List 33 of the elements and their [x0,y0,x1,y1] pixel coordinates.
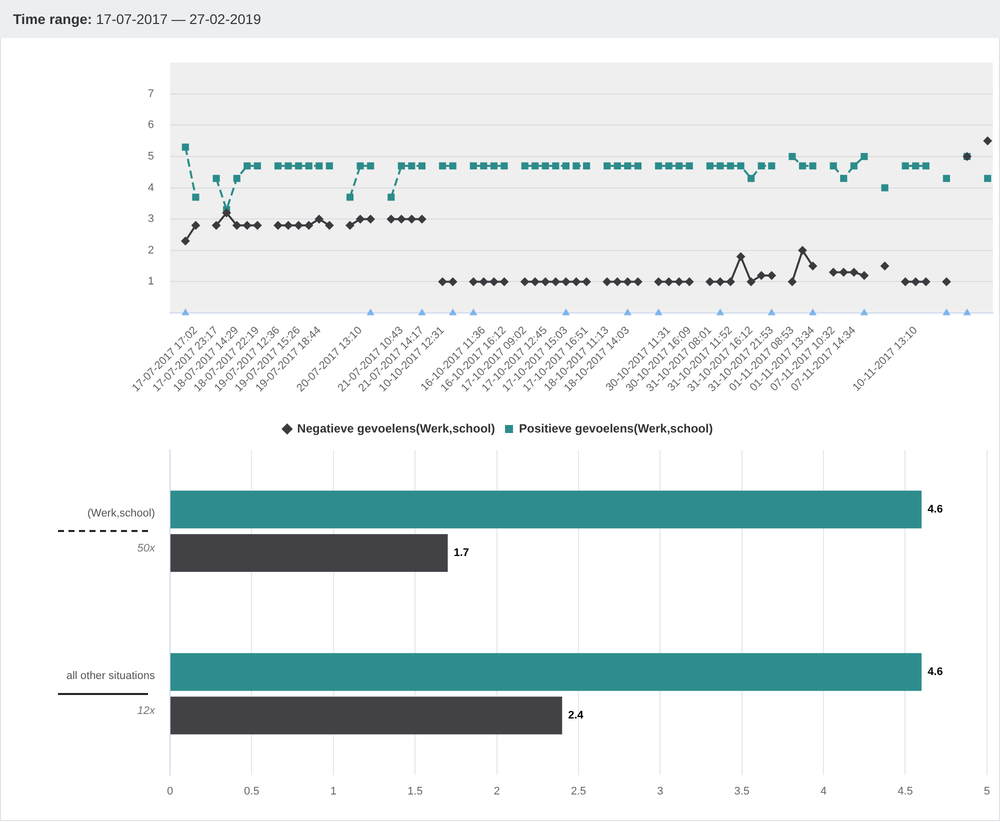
x-tick-label: 0 [166,786,174,798]
x-tick-label: 4 [820,786,827,798]
chart-title: Time range: 17-07-2017 — 27-02-2019 [13,11,262,27]
data-label: 4.6 [928,504,943,516]
x-tick-label: 1.5 [407,786,423,798]
y-tick-label: (Werk,school) [87,507,155,520]
bar [170,490,922,528]
x-tick-label: 5 [984,786,990,798]
data-label: 1.7 [454,547,470,560]
y-tick-label: 6 [148,119,154,132]
y-tick-label: all other situations [66,670,156,682]
x-tick-label: 2.5 [570,786,586,798]
data-label: 4.6 [928,666,943,678]
y-tick-label: 3 [148,213,154,226]
y-tick-label: 2 [148,244,154,256]
y-tick-label: 4 [148,182,154,194]
text: 50x [137,542,156,554]
x-tick-label: 3 [657,786,664,798]
x-tick-label: 3.5 [734,786,750,798]
x-tick-label: 1 [330,786,336,798]
bar [170,534,448,572]
bar [170,696,562,734]
text: 12x [137,704,156,717]
bar [170,653,922,691]
legend-label: Positieve gevoelens(Werk,school) [519,421,713,436]
y-tick-label: 7 [148,88,154,100]
y-tick-label: 1 [148,276,154,288]
x-tick-label: 0.5 [244,786,260,798]
x-tick-label: 2 [494,786,500,798]
y-tick-label: 5 [148,150,154,163]
x-tick-label: 4.5 [898,786,913,798]
data-label: 2.4 [568,710,584,722]
legend-label: Negatieve gevoelens(Werk,school) [297,421,496,436]
